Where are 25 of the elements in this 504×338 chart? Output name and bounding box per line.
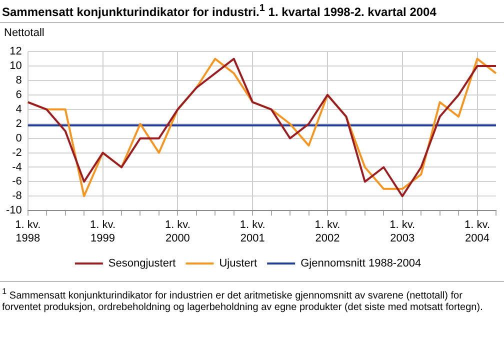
y-axis-title: Nettotall (3, 26, 46, 39)
y-tick-label: 6 (16, 88, 22, 101)
y-tick-label: -6 (12, 176, 22, 188)
y-tick-label: -4 (12, 161, 22, 174)
x-tick-label: 1. kv. 1999 (90, 219, 116, 244)
legend-label: Ujustert (219, 258, 258, 270)
x-tick-label: 1. kv. 2002 (314, 219, 340, 244)
y-tick-label: 0 (16, 132, 22, 144)
x-tick-label: 1. kv. 2004 (464, 219, 490, 244)
y-tick-label: 2 (16, 118, 22, 130)
y-tick-label: 4 (16, 103, 22, 116)
y-tick-label: 10 (10, 60, 22, 72)
y-tick-label: -10 (6, 204, 22, 217)
y-tick-label: -2 (12, 146, 22, 159)
legend-label: Sesongjustert (108, 258, 176, 270)
y-tick-label: 8 (16, 74, 22, 87)
x-tick-label: 1. kv. 2001 (240, 219, 266, 244)
y-tick-label: -8 (12, 190, 22, 202)
legend-label: Gjennomsnitt 1988-2004 (300, 258, 422, 270)
y-tick-label: 12 (10, 46, 22, 58)
x-tick-label: 1. kv. 2000 (164, 219, 190, 244)
chart-title: Sammensatt konjunkturindikator for industri.$^{1}$ 1. kvartal 1998-2. kvartal 2004 (0, 0, 504, 23)
x-tick-label: 1. kv. 2003 (390, 219, 416, 244)
text: $^{1}$ Sammensatt konjunkturindikator for industrien er det aritmetiske gjennomsnitt av svarene (nettotall) for forventet produksjon, ordrebeholdning og lagerbeholdning av egne produkter (det siste med motsatt fortegn). (0, 282, 504, 314)
x-tick-label: 1. kv. 1998 (15, 219, 41, 244)
